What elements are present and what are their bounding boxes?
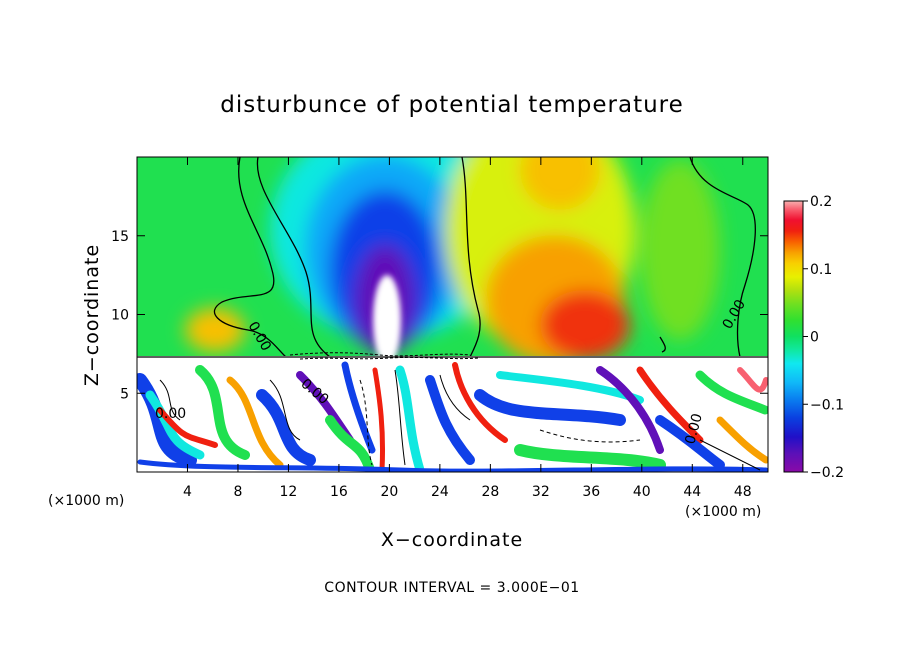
x-tick-label: 16 [330, 484, 348, 500]
y-tick-label: 15 [111, 229, 129, 245]
interface-contours [137, 352, 768, 360]
y-axis: 5 10 15 [111, 229, 768, 402]
x-tick-label: 24 [431, 484, 449, 500]
x-unit-right: (×1000 m) [685, 504, 761, 520]
x-tick-label: 48 [734, 484, 752, 500]
x-unit-left: (×1000 m) [48, 493, 124, 509]
colorbar-tick-label: 0.2 [810, 194, 832, 210]
x-tick-label: 8 [233, 484, 242, 500]
colorbar-tick-label: −0.1 [810, 397, 844, 413]
colorbar-tick-label: 0 [810, 330, 819, 346]
colorbar-tick-label: 0.1 [810, 262, 832, 278]
colorbar-tick-label: −0.2 [810, 465, 844, 481]
y-tick-label: 5 [120, 386, 129, 402]
y-tick-label: 10 [111, 308, 129, 324]
y-axis-label: Z−coordinate [81, 244, 103, 386]
lower-field [137, 356, 768, 472]
x-tick-label: 20 [380, 484, 398, 500]
colorbar-ticks: 0.2 0.1 0 −0.1 −0.2 [803, 194, 844, 481]
x-tick-label: 44 [683, 484, 701, 500]
colorbar [783, 200, 804, 473]
x-tick-label: 40 [633, 484, 651, 500]
x-axis-label: X−coordinate [381, 529, 523, 551]
contour-label: 0.00 [682, 412, 706, 446]
chart-title: disturbunce of potential temperature [220, 92, 684, 118]
x-tick-label: 28 [481, 484, 499, 500]
x-tick-label: 36 [582, 484, 600, 500]
contour-interval: CONTOUR INTERVAL = 3.000E−01 [324, 580, 579, 596]
upper-field [137, 157, 768, 357]
x-tick-label: 12 [280, 484, 298, 500]
contour-label: 0.00 [155, 406, 186, 422]
x-tick-label: 32 [532, 484, 550, 500]
x-axis: 4 8 12 16 20 24 28 32 36 40 44 48 [183, 157, 752, 500]
x-tick-label: 4 [183, 484, 192, 500]
